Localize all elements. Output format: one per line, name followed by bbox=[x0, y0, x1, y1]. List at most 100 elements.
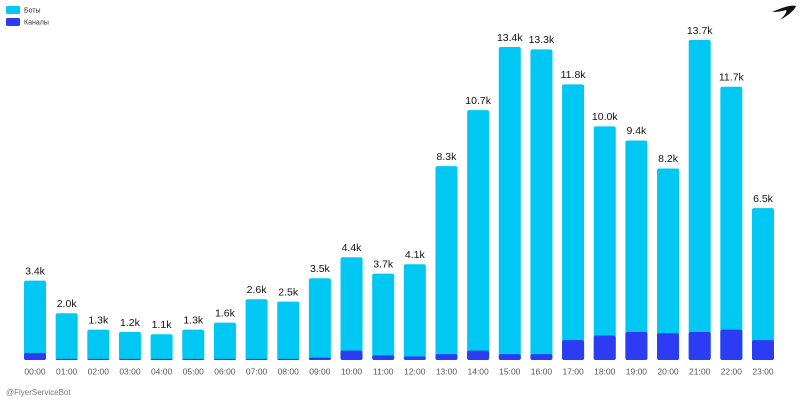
bar bbox=[55, 313, 78, 360]
bar-channels bbox=[340, 350, 363, 360]
x-tick-label: 08:00 bbox=[278, 366, 300, 376]
bar bbox=[435, 166, 458, 360]
bar bbox=[150, 334, 173, 360]
value-label: 1.1k bbox=[152, 319, 173, 331]
bar-channels bbox=[625, 331, 648, 360]
x-tick-label: 11:00 bbox=[373, 366, 394, 376]
bar bbox=[245, 299, 268, 360]
bar bbox=[657, 168, 680, 360]
bar bbox=[372, 273, 395, 360]
bar-channels bbox=[688, 331, 711, 360]
x-tick-label: 15:00 bbox=[499, 366, 521, 376]
value-label: 13.4k bbox=[497, 32, 523, 44]
bar-channels bbox=[308, 357, 331, 360]
bar bbox=[118, 331, 141, 360]
x-tick-label: 00:00 bbox=[24, 366, 46, 376]
x-tick-label: 16:00 bbox=[531, 366, 553, 376]
value-label: 1.2k bbox=[120, 317, 141, 329]
bar bbox=[530, 49, 553, 360]
value-label: 2.5k bbox=[278, 286, 299, 298]
value-label: 13.7k bbox=[687, 25, 713, 37]
value-label: 3.5k bbox=[310, 263, 331, 275]
legend-label: Боты bbox=[24, 7, 41, 14]
value-label: 1.6k bbox=[215, 307, 236, 319]
value-label: 11.7k bbox=[719, 71, 745, 83]
value-label: 10.0k bbox=[592, 111, 618, 123]
value-label: 11.8k bbox=[561, 69, 587, 81]
value-label: 10.7k bbox=[465, 95, 491, 107]
x-tick-label: 09:00 bbox=[309, 366, 331, 376]
value-label: 3.4k bbox=[25, 265, 46, 277]
bar-channels bbox=[498, 354, 521, 360]
bar-channels bbox=[182, 358, 205, 360]
x-tick-label: 19:00 bbox=[626, 366, 648, 376]
value-label: 8.2k bbox=[658, 153, 679, 165]
bar-channels bbox=[24, 352, 46, 360]
bar-channels bbox=[55, 358, 78, 360]
bar-channels bbox=[150, 358, 173, 360]
legend-label: Каналы bbox=[24, 19, 49, 26]
bar-channels bbox=[720, 329, 743, 360]
x-tick-label: 21:00 bbox=[689, 366, 711, 376]
bar bbox=[182, 329, 205, 360]
bar-channels bbox=[372, 355, 395, 360]
bar-channels bbox=[530, 354, 553, 360]
x-tick-label: 01:00 bbox=[56, 366, 78, 376]
bar bbox=[308, 278, 331, 360]
bar-channels bbox=[467, 350, 490, 360]
bar-channels bbox=[277, 358, 300, 360]
bar bbox=[277, 301, 300, 360]
bar-channels bbox=[118, 358, 141, 360]
x-tick-label: 23:00 bbox=[752, 366, 774, 376]
value-label: 1.3k bbox=[183, 314, 204, 326]
x-tick-label: 03:00 bbox=[119, 366, 141, 376]
bar-channels bbox=[213, 358, 236, 360]
x-tick-label: 18:00 bbox=[594, 366, 616, 376]
x-tick-label: 13:00 bbox=[436, 366, 458, 376]
bar-channels bbox=[435, 354, 458, 360]
bar bbox=[688, 40, 711, 360]
x-tick-label: 20:00 bbox=[657, 366, 679, 376]
bar bbox=[720, 86, 743, 360]
legend-swatch bbox=[6, 6, 20, 14]
value-label: 4.1k bbox=[405, 249, 426, 261]
bar-channels bbox=[752, 340, 774, 360]
value-label: 1.3k bbox=[88, 314, 109, 326]
bar bbox=[24, 280, 46, 360]
value-label: 4.4k bbox=[342, 242, 363, 254]
value-label: 3.7k bbox=[373, 258, 394, 270]
legend-swatch bbox=[6, 18, 20, 26]
bar-channels bbox=[657, 333, 680, 360]
value-label: 13.3k bbox=[529, 34, 555, 46]
x-tick-label: 06:00 bbox=[214, 366, 236, 376]
value-label: 6.5k bbox=[753, 193, 774, 205]
bar-channels bbox=[403, 356, 426, 360]
x-tick-label: 12:00 bbox=[404, 366, 426, 376]
value-label: 9.4k bbox=[626, 125, 647, 137]
bar-channels bbox=[562, 340, 585, 360]
x-tick-label: 07:00 bbox=[246, 366, 268, 376]
bar-channels bbox=[87, 358, 110, 360]
bar bbox=[213, 322, 236, 360]
bar bbox=[340, 257, 363, 360]
x-tick-label: 02:00 bbox=[88, 366, 110, 376]
bar bbox=[498, 47, 521, 361]
value-label: 8.3k bbox=[437, 151, 458, 163]
bar bbox=[403, 264, 426, 360]
bar-channels bbox=[245, 358, 268, 360]
x-tick-label: 04:00 bbox=[151, 366, 173, 376]
bar bbox=[625, 140, 648, 360]
bar-channels bbox=[593, 335, 616, 360]
bar bbox=[87, 329, 110, 360]
x-tick-label: 17:00 bbox=[562, 366, 584, 376]
value-label: 2.6k bbox=[247, 284, 268, 296]
watermark: @FlyerServiceBot bbox=[6, 388, 71, 397]
bar bbox=[562, 84, 585, 360]
x-tick-label: 05:00 bbox=[183, 366, 205, 376]
x-tick-label: 14:00 bbox=[467, 366, 489, 376]
x-tick-label: 22:00 bbox=[721, 366, 743, 376]
logo bbox=[772, 5, 796, 20]
bar bbox=[467, 110, 490, 360]
bar bbox=[752, 208, 774, 360]
